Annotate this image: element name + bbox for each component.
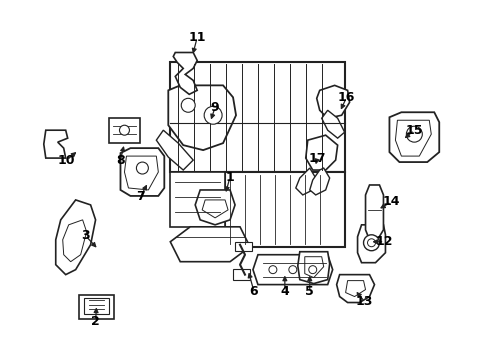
Text: 3: 3 — [81, 229, 90, 242]
Polygon shape — [156, 130, 193, 170]
Circle shape — [406, 126, 422, 142]
Text: 12: 12 — [376, 235, 393, 248]
Polygon shape — [366, 185, 384, 240]
Polygon shape — [306, 135, 338, 170]
Polygon shape — [44, 130, 68, 158]
Polygon shape — [395, 120, 431, 156]
Circle shape — [368, 239, 375, 247]
Text: 1: 1 — [226, 171, 234, 184]
Text: 2: 2 — [91, 315, 100, 328]
Polygon shape — [345, 280, 366, 297]
Circle shape — [204, 106, 222, 124]
Polygon shape — [124, 156, 158, 190]
Polygon shape — [305, 257, 324, 278]
Circle shape — [136, 162, 148, 174]
Circle shape — [309, 266, 317, 274]
Polygon shape — [235, 242, 252, 251]
Polygon shape — [317, 85, 349, 118]
Polygon shape — [108, 118, 141, 143]
Polygon shape — [171, 227, 250, 262]
Text: 10: 10 — [58, 154, 75, 167]
Text: 4: 4 — [280, 285, 289, 298]
Polygon shape — [195, 190, 235, 225]
Circle shape — [120, 125, 129, 135]
Text: 13: 13 — [356, 295, 373, 308]
Polygon shape — [168, 85, 236, 150]
Polygon shape — [322, 110, 344, 138]
Polygon shape — [63, 220, 87, 262]
Polygon shape — [296, 168, 316, 195]
Circle shape — [181, 98, 195, 112]
Polygon shape — [358, 225, 386, 263]
Circle shape — [289, 266, 297, 274]
Polygon shape — [310, 168, 330, 195]
Polygon shape — [173, 53, 197, 94]
Polygon shape — [253, 255, 333, 285]
Text: 15: 15 — [406, 124, 423, 137]
Text: 16: 16 — [338, 91, 355, 104]
Circle shape — [364, 235, 379, 251]
Text: 9: 9 — [211, 101, 220, 114]
Polygon shape — [56, 200, 96, 275]
Polygon shape — [390, 112, 439, 162]
Circle shape — [269, 266, 277, 274]
Text: 11: 11 — [189, 31, 206, 44]
Text: 7: 7 — [136, 190, 145, 203]
Text: 8: 8 — [116, 154, 125, 167]
Polygon shape — [298, 252, 330, 284]
Polygon shape — [171, 62, 344, 172]
Polygon shape — [225, 172, 344, 247]
Polygon shape — [233, 269, 250, 280]
Polygon shape — [171, 172, 225, 227]
Polygon shape — [84, 298, 108, 315]
Polygon shape — [78, 294, 114, 319]
Text: 17: 17 — [309, 152, 326, 165]
Text: 14: 14 — [383, 195, 400, 208]
Text: 5: 5 — [305, 285, 314, 298]
Text: 6: 6 — [249, 285, 258, 298]
Polygon shape — [202, 200, 228, 218]
Polygon shape — [121, 148, 164, 196]
Polygon shape — [337, 275, 374, 302]
